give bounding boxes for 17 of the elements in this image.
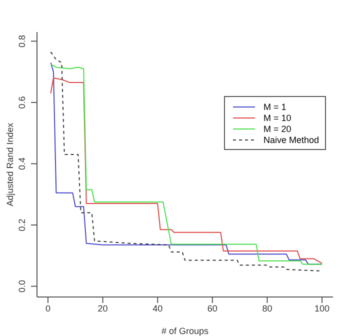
x-tick-label: 40: [152, 303, 163, 314]
x-tick-label: 0: [45, 303, 50, 314]
x-tick-label: 60: [207, 303, 218, 314]
legend-label: Naive Method: [263, 134, 319, 144]
y-axis-title: Adjusted Rand Index: [5, 122, 16, 206]
x-tick-label: 20: [98, 303, 108, 314]
legend-label: M = 20: [263, 124, 292, 134]
x-axis-title: # of Groups: [161, 326, 210, 336]
y-tick-label: 0.2: [17, 218, 27, 232]
x-tick-label: 100: [314, 303, 330, 314]
y-tick-label: 0.0: [17, 280, 27, 293]
y-tick-label: 0.6: [17, 96, 27, 109]
y-tick-label: 0.4: [17, 157, 27, 170]
y-tick-label: 0.8: [17, 34, 27, 48]
legend-label: M = 1: [263, 102, 286, 112]
legend-label: M = 10: [263, 112, 292, 122]
x-tick-label: 80: [262, 303, 272, 314]
